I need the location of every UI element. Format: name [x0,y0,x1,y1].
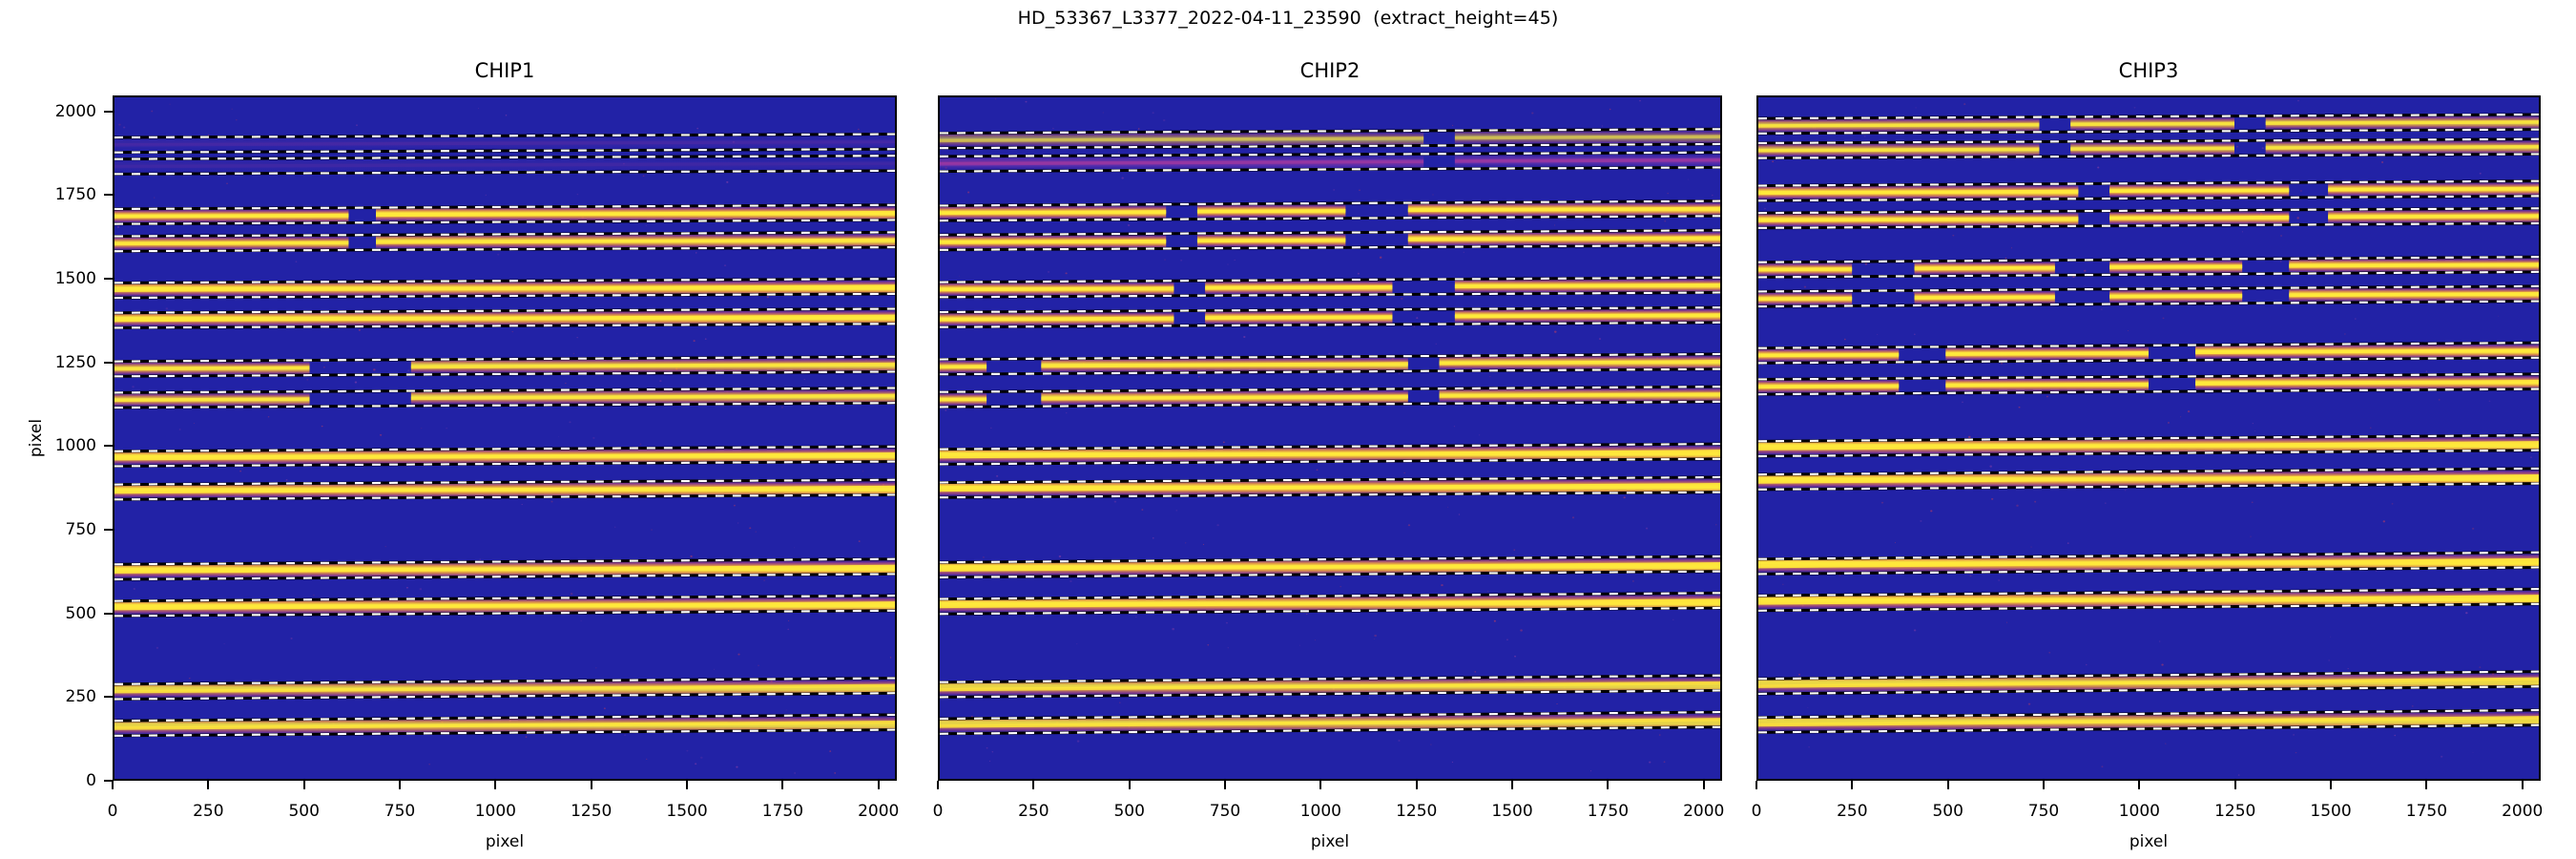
x-tick [590,781,592,789]
x-tick-label: 1000 [474,802,516,821]
x-axis-label: pixel [2129,832,2169,851]
y-tick [104,780,113,782]
y-tick-label: 750 [65,520,96,540]
x-tick-label: 1250 [1396,802,1438,821]
panel-title: CHIP2 [1299,59,1361,82]
x-tick-label: 250 [193,802,224,821]
x-tick [937,781,939,789]
detector-image-chip1 [113,95,897,781]
x-tick-label: 750 [2027,802,2060,821]
x-tick-label: 0 [932,802,944,821]
y-tick [104,445,113,448]
y-tick [104,110,113,113]
x-tick [1319,781,1322,789]
panel-chip2: CHIP2 [933,59,1725,851]
x-tick-label: 250 [1018,802,1049,821]
x-tick-label: 1250 [2214,802,2256,821]
x-tick [686,781,689,789]
x-tick [2138,781,2141,789]
x-tick-label: 1000 [1299,802,1341,821]
figure-suptitle: HD_53367_L3377_2022-04-11_23590 (extract… [1017,8,1559,29]
panel-chip3: CHIP3 [1752,59,2544,851]
x-tick [112,781,114,789]
x-tick [2425,781,2428,789]
x-tick-label: 1250 [571,802,613,821]
y-tick [104,696,113,699]
x-tick-label: 250 [1837,802,1868,821]
x-tick [2330,781,2333,789]
detector-image-chip3 [1756,95,2541,781]
x-tick [1946,781,1949,789]
x-tick [207,781,210,789]
y-tick-label: 250 [65,687,96,707]
detector-image-chip2 [938,95,1722,781]
x-axis-label: pixel [485,832,525,851]
x-tick [1702,781,1705,789]
x-tick-label: 500 [1113,802,1145,821]
x-tick [1032,781,1035,789]
x-tick-label: 1750 [1587,802,1630,821]
panel-chip1: CHIP1 [27,59,899,851]
y-tick-label: 1500 [54,269,96,289]
y-tick [104,278,113,281]
y-tick-label: 1250 [54,352,96,372]
y-tick [104,361,113,364]
x-tick-label: 750 [1209,802,1241,821]
x-tick-label: 1500 [2310,802,2352,821]
x-tick-label: 1750 [761,802,804,821]
x-tick-label: 2000 [1683,802,1725,821]
panel-title: CHIP1 [474,59,535,82]
y-axis-label: pixel [27,418,46,458]
x-tick [2521,781,2524,789]
x-tick-label: 0 [107,802,118,821]
spectral-orders-canvas [940,97,1720,779]
x-tick [1607,781,1610,789]
x-tick [1851,781,1854,789]
x-tick [781,781,784,789]
x-tick-label: 750 [384,802,416,821]
x-tick-label: 1000 [2118,802,2160,821]
x-tick-label: 1750 [2405,802,2448,821]
x-tick [302,781,305,789]
x-tick-label: 500 [288,802,320,821]
x-tick-label: 1500 [1491,802,1533,821]
panel-title: CHIP3 [2118,59,2179,82]
x-tick [1755,781,1757,789]
y-tick-label: 2000 [54,101,96,121]
x-tick-label: 2000 [2502,802,2544,821]
y-tick [104,194,113,197]
x-tick [2043,781,2046,789]
x-tick-label: 500 [1932,802,1963,821]
spectral-orders-canvas [114,97,895,779]
x-tick [1128,781,1131,789]
y-tick [104,529,113,532]
spectral-orders-canvas [1758,97,2539,779]
x-tick-label: 0 [1751,802,1762,821]
y-tick-label: 1750 [54,185,96,205]
x-tick [494,781,497,789]
x-tick [1511,781,1514,789]
x-tick [2233,781,2236,789]
y-tick-label: 500 [65,603,96,623]
y-tick-label: 1000 [54,436,96,456]
y-tick [104,612,113,615]
x-tick [877,781,880,789]
x-tick [1224,781,1227,789]
x-tick [399,781,402,789]
x-tick-label: 2000 [858,802,900,821]
x-tick-label: 1500 [666,802,708,821]
x-axis-label: pixel [1310,832,1350,851]
x-tick [1415,781,1418,789]
y-tick-label: 0 [86,771,96,790]
